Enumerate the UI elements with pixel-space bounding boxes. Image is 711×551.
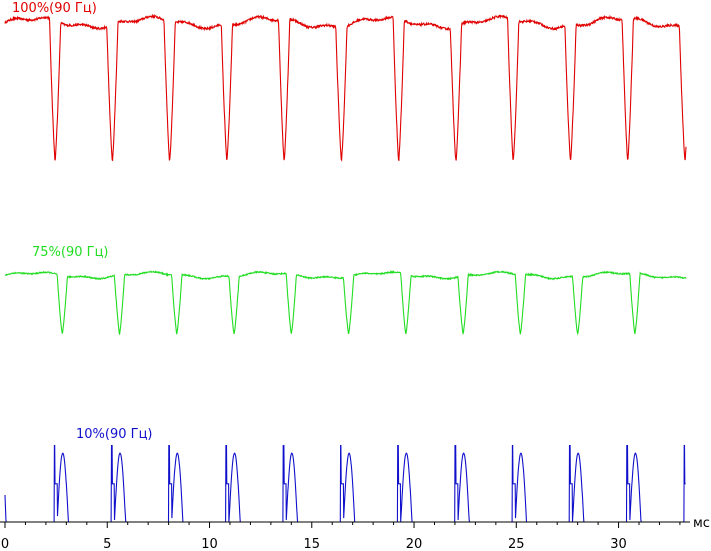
series-label-0: 100%(90 Гц) [12, 1, 97, 16]
x-tick-label-30: 30 [610, 537, 627, 551]
x-axis-ticks: 0 5 10 15 20 25 30 [1, 522, 681, 551]
trace-series-1 [4, 269, 687, 336]
x-tick-label-10: 10 [201, 537, 218, 551]
series-label-1: 75%(90 Гц) [32, 245, 109, 260]
x-tick-label-20: 20 [406, 537, 423, 551]
x-tick-label-5: 5 [103, 537, 111, 551]
x-axis: 0 5 10 15 20 25 30 мс [0, 516, 710, 551]
traces [4, 13, 687, 523]
trace-series-2 [4, 444, 686, 523]
series-labels: 100%(90 Гц) 75%(90 Гц) 10%(90 Гц) [12, 1, 153, 442]
x-tick-label-0: 0 [1, 537, 9, 551]
series-label-2: 10%(90 Гц) [76, 427, 153, 442]
x-axis-unit-label: мс [693, 516, 710, 531]
x-tick-label-15: 15 [304, 537, 321, 551]
trace-series-0 [4, 13, 687, 162]
x-tick-label-25: 25 [508, 537, 525, 551]
